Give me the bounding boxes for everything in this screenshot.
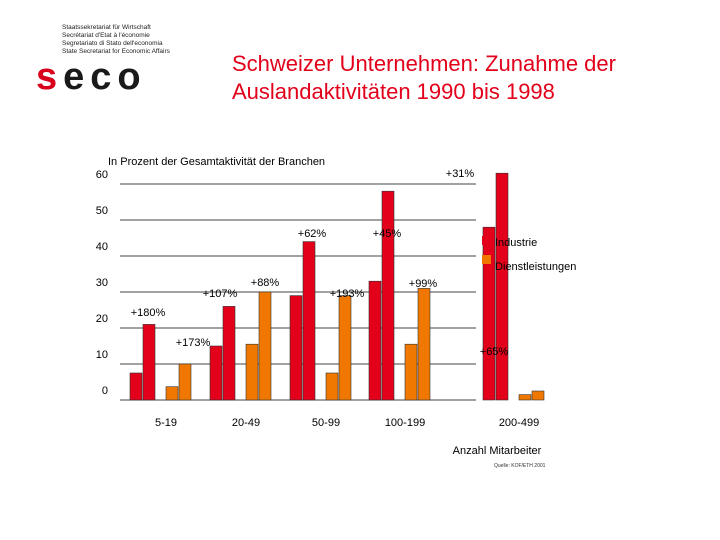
legend-label-dienstleistungen: Dienstleistungen <box>495 261 576 273</box>
logo-wordmark: seco <box>36 58 147 96</box>
bar-dienstleistungen-1998-200-499 <box>531 390 545 401</box>
bar-industrie-1998-20-49 <box>222 306 236 401</box>
growth-label-dienstleistungen-100-199: +99% <box>409 278 438 290</box>
y-tick-label-50: 50 <box>96 205 108 217</box>
title-line-1: Schweizer Unternehmen: Zunahme der <box>232 51 616 76</box>
legend-swatch-industrie <box>482 236 491 245</box>
bar-industrie-1990-5-19 <box>129 372 143 401</box>
y-tick-label-10: 10 <box>96 349 108 361</box>
growth-label-industrie-200-499: +31% <box>446 168 475 180</box>
bar-dienstleistungen-1990-100-199 <box>404 343 418 401</box>
bar-industrie-1990-200-499 <box>482 226 496 401</box>
bar-dienstleistungen-1998-5-19 <box>178 363 192 401</box>
growth-label-dienstleistungen-5-19: +173% <box>176 337 211 349</box>
source-note: Quelle: KOF/ETH 2001 <box>494 463 546 469</box>
secretariat-line-de: Staatssekretariat für Wirtschaft <box>62 24 151 31</box>
x-tick-label-100-199: 100-199 <box>385 417 425 429</box>
secretariat-line-fr: Secrétariat d'Etat à l'économie <box>62 32 150 39</box>
bar-industrie-1998-50-99 <box>302 241 316 401</box>
growth-label-dienstleistungen-200-499: +65% <box>480 346 509 358</box>
secretariat-line-it: Segretariato di Stato dell'economia <box>62 40 163 47</box>
x-tick-label-50-99: 50-99 <box>312 417 340 429</box>
growth-label-dienstleistungen-50-99: +193% <box>330 288 365 300</box>
y-tick-label-40: 40 <box>96 241 108 253</box>
growth-label-industrie-100-199: +45% <box>373 228 402 240</box>
secretariat-names: Staatssekretariat für Wirtschaft Secréta… <box>62 24 170 56</box>
bar-dienstleistungen-1990-5-19 <box>165 386 179 401</box>
legend-label-industrie: Industrie <box>495 237 537 249</box>
x-tick-label-5-19: 5-19 <box>155 417 177 429</box>
y-tick-label-30: 30 <box>96 277 108 289</box>
bar-industrie-1990-20-49 <box>209 345 223 401</box>
page-title: Schweizer Unternehmen: Zunahme der Ausla… <box>232 50 702 106</box>
x-axis-label: Anzahl Mitarbeiter <box>453 445 542 457</box>
growth-label-industrie-5-19: +180% <box>131 307 166 319</box>
chart-subtitle: In Prozent der Gesamtaktivität der Branc… <box>108 156 326 168</box>
bar-dienstleistungen-1990-20-49 <box>245 343 259 401</box>
bar-industrie-1990-50-99 <box>289 295 303 401</box>
growth-label-industrie-50-99: +62% <box>298 228 327 240</box>
legend-swatch-dienstleistungen <box>482 255 491 264</box>
bar-industrie-1998-5-19 <box>142 324 156 401</box>
y-tick-label-20: 20 <box>96 313 108 325</box>
bar-industrie-1998-200-499 <box>495 172 509 401</box>
bar-dienstleistungen-1998-50-99 <box>338 295 352 401</box>
logo-letter-s: s <box>36 56 64 98</box>
logo-letters-eco: eco <box>63 56 147 98</box>
y-tick-label-0: 0 <box>102 385 108 397</box>
title-line-2: Auslandaktivitäten 1990 bis 1998 <box>232 79 555 104</box>
growth-label-dienstleistungen-20-49: +88% <box>251 277 280 289</box>
secretariat-line-en: State Secretariat for Economic Affairs <box>62 48 170 55</box>
seco-logo: Staatssekretariat für Wirtschaft Secréta… <box>36 24 170 96</box>
bar-dienstleistungen-1990-200-499 <box>518 394 532 401</box>
y-tick-label-60: 60 <box>96 169 108 181</box>
bar-industrie-1990-100-199 <box>368 280 382 401</box>
x-tick-label-200-499: 200-499 <box>499 417 539 429</box>
bar-dienstleistungen-1990-50-99 <box>325 372 339 401</box>
growth-label-industrie-20-49: +107% <box>203 288 238 300</box>
bar-dienstleistungen-1998-20-49 <box>258 291 272 401</box>
x-tick-label-20-49: 20-49 <box>232 417 260 429</box>
bar-industrie-1998-100-199 <box>381 190 395 401</box>
bar-dienstleistungen-1998-100-199 <box>417 288 431 401</box>
